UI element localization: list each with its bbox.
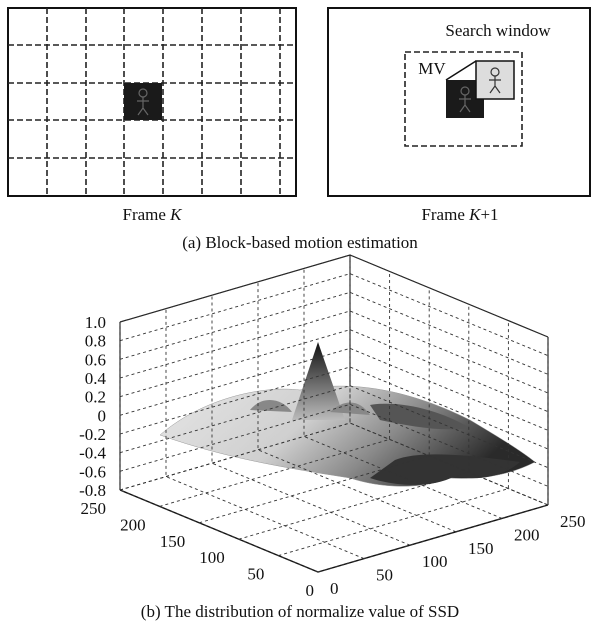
- search-window-label: Search window: [445, 21, 551, 40]
- grid-line: [120, 292, 548, 374]
- x-tick-label: 150: [468, 539, 494, 558]
- frame-k-label: Frame K: [122, 205, 183, 224]
- z-tick-label: 0.2: [85, 388, 106, 407]
- z-tick-label: -0.2: [79, 425, 106, 444]
- grid-line: [120, 255, 548, 337]
- surface: [160, 342, 535, 486]
- z-tick-label: -0.6: [79, 462, 106, 481]
- y-tick-label: 250: [81, 499, 107, 518]
- frame-k-grid: [8, 8, 296, 196]
- y-tick-label: 200: [120, 515, 146, 534]
- frame-k1-label: Frame K+1: [421, 205, 498, 224]
- z-tick-label: 0: [98, 406, 107, 425]
- y-tick-label: 0: [306, 581, 315, 600]
- y-tick-label: 50: [247, 565, 264, 584]
- caption-a: (a) Block-based motion estimation: [182, 233, 418, 252]
- grid-line: [120, 311, 548, 393]
- z-tick-label: 0.8: [85, 332, 106, 351]
- z-tick-label: 0.4: [85, 369, 107, 388]
- x-tick-label: 50: [376, 566, 393, 585]
- grid-line: [120, 274, 548, 356]
- z-tick-label: 0.6: [85, 350, 106, 369]
- x-tick-label: 100: [422, 552, 448, 571]
- figure: Frame K Search window MV Frame K+1 (a) B…: [0, 0, 598, 630]
- z-tick-label: -0.8: [79, 481, 106, 500]
- y-tick-label: 100: [199, 548, 225, 567]
- y-tick-label: 150: [160, 532, 186, 551]
- caption-b: (b) The distribution of normalize value …: [141, 602, 459, 621]
- z-tick-label: -0.4: [79, 444, 106, 463]
- x-tick-label: 0: [330, 579, 339, 598]
- z-tick-label: 1.0: [85, 313, 106, 332]
- x-tick-label: 200: [514, 525, 540, 544]
- mv-label: MV: [418, 59, 446, 78]
- x-tick-label: 250: [560, 512, 586, 531]
